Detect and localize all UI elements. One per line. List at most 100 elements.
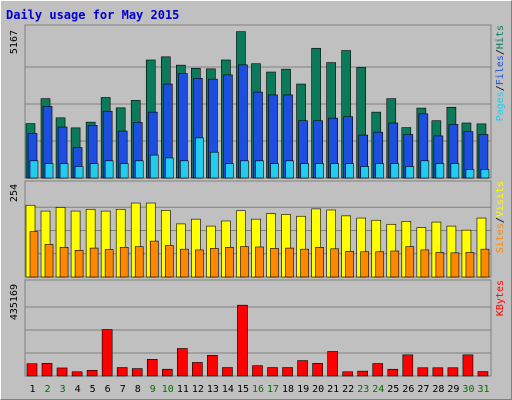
bar-kbytes [327,351,338,377]
bar-sites [104,249,114,278]
bar-pages [375,163,385,179]
x-tick-label: 29 [447,384,459,395]
bar-kbytes [177,348,188,377]
bar-sites [315,247,324,278]
bar-pages [195,137,204,179]
x-tick-label: 13 [207,384,219,395]
bar-pages [390,163,400,179]
x-tick-label: 7 [120,384,126,395]
bar-sites [480,248,490,278]
panel-kbytes: 435169 KBytes [9,279,506,377]
legend-entry: / [495,85,506,91]
legend: Pages/Files/Hits [495,25,506,121]
bar-sites [450,252,460,278]
bar-sites [119,247,129,278]
bar-pages [480,169,490,179]
bar-kbytes [462,354,474,377]
bar-pages [225,163,234,179]
bar-kbytes [131,368,143,377]
bar-kbytes [146,358,158,377]
x-tick-label: 10 [162,384,174,395]
bar-kbytes [252,365,263,377]
bar-sites [285,247,294,278]
bar-sites [345,251,354,278]
bar-files [223,74,233,179]
bar-pages [285,160,294,179]
bar-pages [405,166,415,179]
bar-sites [210,248,219,278]
bar-pages [119,163,129,179]
bar-kbytes [41,363,53,377]
bar-kbytes [342,371,353,377]
x-tick-label: 17 [267,384,279,395]
x-tick-label: 9 [150,384,156,395]
bar-pages [180,160,189,179]
bar-sites [465,252,475,278]
bar-pages [134,160,144,179]
bar-pages [450,163,460,179]
bar-sites [44,244,54,278]
panel-hits-files-pages: 5167 Pages/Files/Hits [9,24,506,179]
bar-kbytes [101,329,113,377]
x-tick-label: 15 [237,384,249,395]
bar-sites [240,246,249,278]
x-tick-label: 23 [357,384,369,395]
x-tick-label: 11 [177,384,189,395]
bar-sites [29,231,39,278]
bar-kbytes [477,371,489,377]
x-tick-label: 20 [312,384,324,395]
bar-kbytes [207,354,218,377]
chart-panels: 5167 Pages/Files/Hits 254Sites/Visits43516… [9,24,506,377]
bar-sites [435,252,445,278]
bar-kbytes [387,368,399,377]
x-tick-label: 18 [282,384,294,395]
x-tick-label: 27 [417,384,429,395]
bar-pages [74,166,84,179]
legend: Sites/Visits [495,181,506,253]
bar-pages [465,169,475,179]
bar-kbytes [237,304,248,377]
x-tick-label: 24 [372,384,384,395]
bar-sites [390,250,400,278]
bar-kbytes [116,367,128,377]
bar-sites [405,246,415,278]
bar-pages [44,163,54,179]
legend-entry: / [495,217,506,223]
bar-pages [330,163,339,179]
x-tick-label: 31 [477,384,489,395]
bar-sites [270,248,279,278]
y-max-label: 5167 [9,30,20,54]
bar-pages [59,163,69,179]
bar-pages [89,163,99,179]
bar-sites [149,240,159,278]
bar-kbytes [402,354,414,377]
x-tick-label: 30 [462,384,474,395]
bar-kbytes [282,367,293,377]
x-tick-label: 25 [387,384,399,395]
bar-kbytes [71,371,83,377]
legend-entry: Files [495,55,506,85]
legend: KBytes [495,280,506,316]
x-tick-label: 21 [327,384,339,395]
bar-pages [360,166,370,179]
bar-sites [360,251,370,278]
x-tick-label: 3 [60,384,66,395]
bar-sites [59,247,69,278]
legend-entry: KBytes [495,280,506,316]
x-tick-label: 12 [192,384,204,395]
bar-kbytes [267,367,278,377]
bar-pages [240,160,249,179]
bar-sites [225,247,234,278]
bar-kbytes [297,360,308,377]
panel-visits-sites: 254 Sites/Visits [9,180,506,278]
bar-kbytes [26,363,38,377]
bar-sites [330,248,339,278]
bar-sites [180,248,189,278]
bar-pages [255,160,264,179]
bar-pages [435,163,445,179]
bar-kbytes [192,362,203,377]
bar-pages [164,157,174,179]
bar-sites [375,251,385,278]
x-tick-label: 5 [90,384,96,395]
